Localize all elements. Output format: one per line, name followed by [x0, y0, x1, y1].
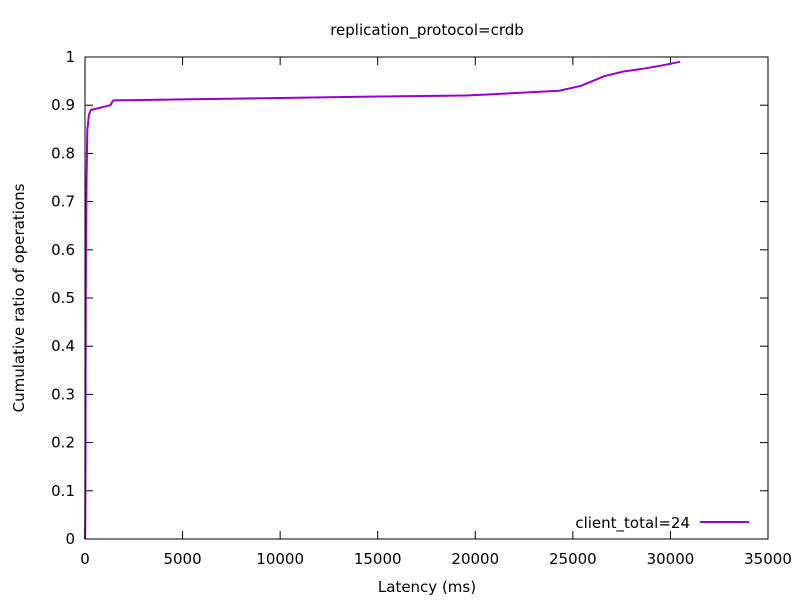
- x-axis-ticks: 0 5000 10000 15000 20000 25000 30000 35000: [80, 57, 792, 568]
- y-tick-label: 0.4: [51, 337, 75, 355]
- series-line-0: [84, 60, 681, 540]
- plot-frame: [84, 56, 769, 540]
- legend-entry-label: client_total=24: [575, 514, 690, 533]
- x-tick-label: 15000: [354, 550, 402, 568]
- x-tick-label: 5000: [163, 550, 201, 568]
- x-tick-label: 25000: [549, 550, 597, 568]
- y-tick-label: 0.5: [51, 289, 75, 307]
- y-tick-label: 0.6: [51, 241, 75, 259]
- y-tick-label: 1: [65, 48, 75, 66]
- x-tick-label: 20000: [451, 550, 499, 568]
- chart-title: replication_protocol=crdb: [330, 21, 524, 40]
- x-tick-label: 35000: [744, 550, 792, 568]
- y-tick-label: 0.1: [51, 482, 75, 500]
- x-tick-label: 10000: [256, 550, 304, 568]
- legend: client_total=24: [575, 514, 749, 533]
- y-tick-label: 0.7: [51, 193, 75, 211]
- y-tick-label: 0.2: [51, 434, 75, 452]
- y-axis-label: Cumulative ratio of operations: [10, 183, 28, 412]
- x-tick-label: 0: [80, 550, 90, 568]
- y-tick-label: 0.9: [51, 96, 75, 114]
- y-axis-ticks: 0 0.1 0.2 0.3 0.4 0.5 0.6 0.7 0.8 0.9 1: [51, 48, 768, 548]
- x-tick-label: 30000: [647, 550, 695, 568]
- y-tick-label: 0: [65, 530, 75, 548]
- y-tick-label: 0.3: [51, 385, 75, 403]
- series-layer: [84, 60, 681, 540]
- y-tick-label: 0.8: [51, 144, 75, 162]
- x-axis-label: Latency (ms): [378, 578, 476, 596]
